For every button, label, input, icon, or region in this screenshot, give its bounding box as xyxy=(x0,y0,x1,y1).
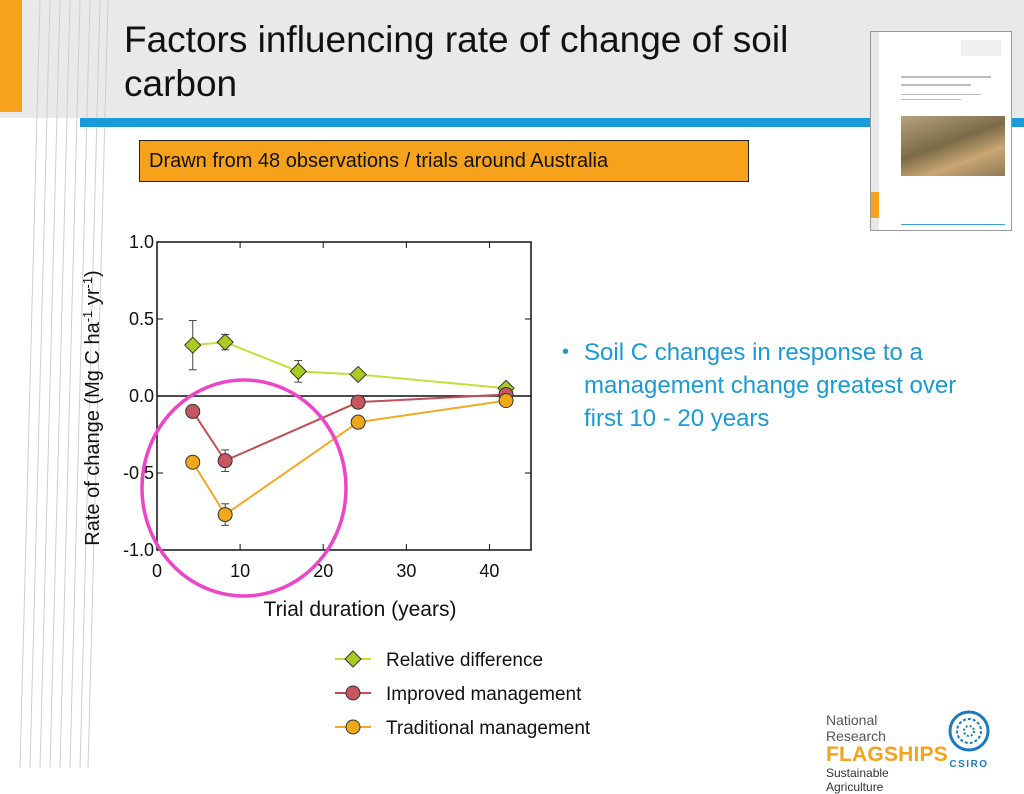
report-cover-thumbnail xyxy=(870,31,1012,231)
brand-line-2: FLAGSHIPS xyxy=(826,743,948,766)
legend-label: Improved management xyxy=(386,684,582,705)
y-tick-label: 0.0 xyxy=(129,386,154,406)
data-point xyxy=(185,403,201,419)
series-line xyxy=(191,399,507,517)
y-tick-label: 1.0 xyxy=(129,232,154,252)
observations-callout: Drawn from 48 observations / trials arou… xyxy=(139,140,749,182)
data-point xyxy=(350,394,366,410)
x-tick-label: 10 xyxy=(230,561,250,581)
csiro-globe-icon xyxy=(948,710,990,752)
data-point xyxy=(350,414,366,430)
bullet-dot-icon: • xyxy=(562,341,570,363)
legend-label: Traditional management xyxy=(386,718,591,739)
orange-accent-tab xyxy=(0,0,22,112)
legend-marker xyxy=(345,719,361,735)
legend-item-2: Traditional management xyxy=(335,718,591,739)
legend-marker xyxy=(344,650,362,668)
highlight-circle xyxy=(140,378,348,598)
series-0 xyxy=(184,320,515,398)
data-point xyxy=(289,362,307,381)
x-axis-label: Trial duration (years) xyxy=(264,598,457,621)
data-point xyxy=(498,393,514,409)
decorative-stripes xyxy=(19,0,109,768)
data-point xyxy=(185,454,201,470)
header-band xyxy=(0,0,1024,118)
flagships-logo: National Research FLAGSHIPS Sustainable … xyxy=(826,712,948,794)
soil-carbon-chart: 0 10 20 30 40 -1.0 -0.5 0.0 0.5 1.0 Relative diff… xyxy=(80,232,591,739)
legend-label: Relative difference xyxy=(386,650,543,671)
y-tick-label: -0.5 xyxy=(123,463,154,483)
series-2 xyxy=(185,393,514,526)
data-point xyxy=(184,336,202,354)
csiro-wordmark: CSIRO xyxy=(949,759,989,770)
y-axis-label: Rate of change (Mg C ha-1 yr-1) xyxy=(80,270,105,545)
brand-line-1: National Research xyxy=(826,712,886,744)
key-finding-bullet: • Soil C changes in response to a manage… xyxy=(562,336,982,435)
legend-marker xyxy=(345,685,361,701)
csiro-logo: CSIRO xyxy=(946,710,992,770)
legend-item-1: Improved management xyxy=(335,684,582,705)
header-rule xyxy=(80,118,1024,127)
series-line xyxy=(191,393,507,462)
x-tick-label: 20 xyxy=(313,561,333,581)
x-tick-label: 40 xyxy=(479,561,499,581)
data-point xyxy=(217,453,233,469)
slide-title: Factors influencing rate of change of so… xyxy=(124,19,789,104)
brand-line-3: Sustainable Agriculture xyxy=(826,766,889,794)
data-point xyxy=(216,333,234,351)
data-point xyxy=(217,507,233,523)
legend-item-0: Relative difference xyxy=(335,650,543,671)
y-tick-label: 0.5 xyxy=(129,309,154,329)
x-tick-label: 30 xyxy=(396,561,416,581)
data-point xyxy=(349,365,367,384)
bullet-text: Soil C changes in response to a manageme… xyxy=(584,339,957,432)
x-tick-label: 0 xyxy=(152,561,162,581)
y-tick-label: -1.0 xyxy=(123,540,154,560)
